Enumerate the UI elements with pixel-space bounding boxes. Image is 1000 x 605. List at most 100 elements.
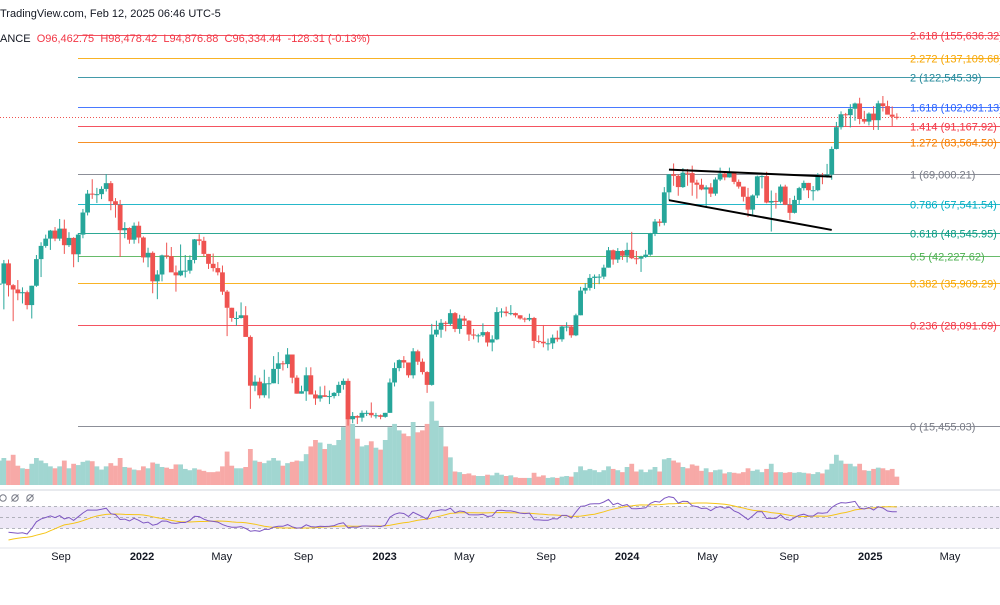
volume-bar	[838, 460, 844, 485]
channel-lines[interactable]	[668, 168, 832, 231]
volume-bar	[587, 468, 593, 485]
volume-bar	[847, 463, 853, 485]
x-tick-label: 2024	[615, 551, 640, 563]
volume-bar	[331, 445, 337, 485]
rsi-line	[8, 496, 897, 535]
volume-bar	[624, 467, 630, 485]
candle-body	[378, 415, 383, 417]
candle-body	[136, 225, 142, 238]
candle-body	[815, 175, 821, 191]
candle-body	[271, 368, 277, 384]
candle-body	[513, 313, 518, 316]
candle-body	[34, 259, 39, 286]
candle-body	[689, 173, 695, 183]
candle-body	[238, 315, 244, 318]
volume-bar	[150, 462, 156, 485]
volume-bar	[275, 460, 281, 485]
volume-bar	[201, 470, 207, 485]
candle-body	[717, 173, 723, 180]
indicator-empty-slash	[11, 494, 19, 502]
candle-body	[680, 172, 686, 188]
candle-body	[368, 412, 374, 416]
volume-bar	[127, 467, 132, 485]
volume-bar	[29, 463, 35, 485]
volume-bar	[792, 472, 797, 485]
candle-body	[471, 334, 477, 336]
volume-bar	[10, 454, 16, 485]
candle-body	[71, 237, 77, 255]
candle-body	[801, 182, 807, 189]
fib-label: 2 (122,545.39)	[910, 73, 982, 85]
volume-bar	[768, 463, 774, 485]
candle-body	[15, 289, 21, 294]
candle-body	[573, 315, 579, 336]
candle-body	[266, 383, 272, 385]
candle-body	[350, 416, 356, 420]
candle-body	[145, 252, 151, 258]
candle-body	[624, 249, 630, 256]
volume-bar	[429, 401, 435, 485]
volume-bar	[782, 472, 788, 485]
candle-body	[424, 372, 430, 385]
volume-bar	[280, 465, 286, 485]
candle-body	[754, 176, 760, 196]
candle-body	[485, 332, 490, 343]
candle-body	[861, 118, 867, 122]
volume-bar	[359, 446, 365, 485]
candle-body	[545, 343, 551, 345]
candle-body	[299, 391, 304, 394]
volume-bar	[99, 469, 104, 485]
source-text: TradingView.com, Feb 12, 2025 06:46 UTC-…	[0, 8, 221, 20]
candle-body	[164, 255, 170, 257]
candle-body	[173, 272, 179, 276]
candle-body	[527, 317, 532, 320]
candle-body	[745, 196, 751, 210]
x-tick-label: May	[454, 551, 475, 563]
candle-body	[871, 113, 876, 121]
candle-body	[610, 250, 616, 260]
candle-body	[652, 221, 658, 234]
candle-body	[489, 339, 495, 343]
volume-bar	[271, 458, 277, 485]
chart-source-line: TradingView.com, Feb 12, 2025 06:46 UTC-…	[0, 8, 221, 20]
volume-bar	[178, 464, 183, 485]
candle-body	[750, 195, 756, 210]
volume-bar	[89, 461, 95, 485]
fib-label: 2.618 (155,636.32)	[910, 31, 1000, 43]
candle-body	[210, 263, 216, 269]
x-axis: Sep 2022 May Sep 2023 May Sep 2024 May Sep 2025 May	[0, 547, 1000, 563]
volume-bar	[815, 472, 821, 485]
candle-body	[866, 113, 872, 122]
volume-bar	[410, 422, 416, 485]
candle-body	[536, 340, 542, 342]
candle-body	[499, 311, 504, 313]
volume-bar	[364, 445, 370, 485]
volume-bar	[461, 474, 467, 485]
fib-label: 0.786 (57,541.54)	[910, 200, 997, 212]
volume-bar	[475, 476, 481, 485]
volume-bar	[220, 466, 225, 485]
volume-bar	[299, 461, 304, 485]
volume-bar	[722, 473, 728, 485]
candle-body	[699, 184, 704, 190]
volume-bar	[136, 470, 142, 485]
candle-body	[494, 312, 500, 340]
volume-bar	[20, 468, 25, 485]
candle-body	[582, 287, 588, 291]
volume-bar	[420, 430, 425, 485]
volume-bar	[168, 468, 174, 485]
candle-body	[234, 317, 239, 319]
candle-body	[722, 173, 728, 178]
volume-bar	[578, 466, 583, 485]
volume-bar	[740, 472, 746, 485]
candle-body	[633, 258, 639, 260]
rsi-pane	[0, 489, 1000, 541]
candle-body	[364, 412, 370, 414]
volume-bar	[173, 464, 179, 485]
volume-bar	[754, 469, 760, 485]
volume-bar	[387, 427, 393, 485]
volume-bar	[643, 472, 649, 485]
volume-bar	[685, 468, 690, 485]
